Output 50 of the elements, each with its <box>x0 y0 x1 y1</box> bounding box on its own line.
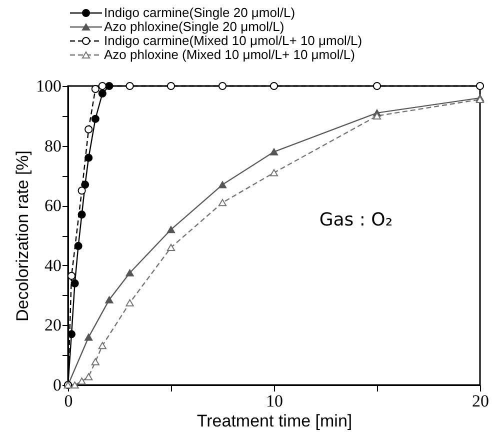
point <box>270 169 278 176</box>
point <box>84 125 93 134</box>
point <box>84 373 93 380</box>
x-tick-label: 0 <box>64 392 73 410</box>
point <box>218 82 227 90</box>
x-tick-label: 10 <box>266 392 283 410</box>
point <box>476 82 484 90</box>
point <box>218 199 227 206</box>
y-axis-title: Decolorization rate [%] <box>13 150 32 322</box>
point <box>78 210 86 219</box>
y-tick-label: 60 <box>44 196 62 216</box>
point <box>105 296 114 304</box>
point <box>84 154 93 162</box>
point <box>91 84 100 94</box>
point <box>70 279 79 288</box>
legend-label: Indigo carmine(Mixed 10 μmol/L+ 10 μmol/L) <box>104 33 362 48</box>
x-axis-title: Treatment time [min] <box>196 412 352 430</box>
point <box>372 112 382 120</box>
point <box>126 82 134 90</box>
y-tick-label: 80 <box>44 136 62 156</box>
point <box>372 82 382 90</box>
point <box>74 242 82 250</box>
point <box>70 381 79 389</box>
point <box>78 378 86 385</box>
x-tick-label: 20 <box>472 392 489 410</box>
point <box>218 181 227 188</box>
annotation: Gas : O₂ <box>319 210 393 231</box>
point <box>270 148 278 156</box>
y-tick-label: 40 <box>44 256 62 275</box>
point <box>78 186 86 195</box>
y-tick-label: 20 <box>44 316 62 335</box>
y-tick-label: 100 <box>36 76 62 96</box>
y-tick-label: 0 <box>53 376 62 394</box>
point <box>166 82 176 90</box>
point <box>81 180 90 189</box>
point <box>98 342 106 350</box>
legend-label: Indigo carmine(Single 20 μmol/L) <box>104 5 296 20</box>
legend-label: Azo phloxine(Single 20 μmol/L) <box>104 19 284 34</box>
point <box>126 299 134 306</box>
point <box>270 82 278 90</box>
point <box>98 82 106 90</box>
point <box>166 244 176 252</box>
point <box>91 114 100 123</box>
point <box>126 269 134 276</box>
legend-label: Azo phloxine (Mixed 10 μmol/L+ 10 μmol/L) <box>104 47 355 62</box>
point <box>84 334 93 341</box>
point <box>166 226 176 234</box>
point <box>98 89 106 98</box>
point <box>91 358 100 366</box>
point <box>105 82 114 90</box>
